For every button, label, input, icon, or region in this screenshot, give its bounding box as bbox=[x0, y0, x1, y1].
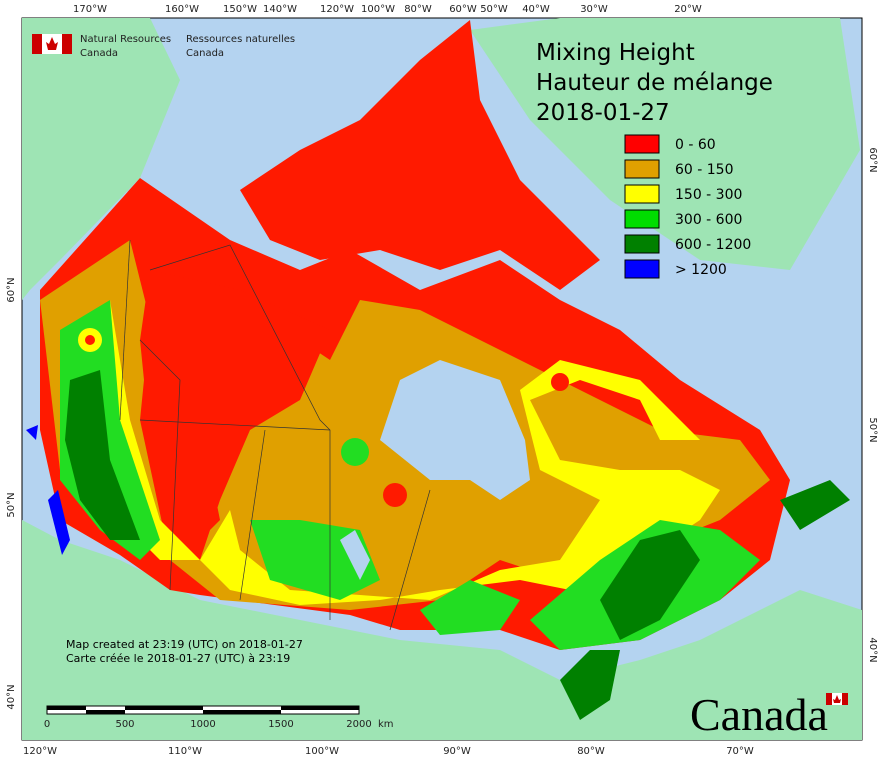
lon-label: 170°W bbox=[73, 4, 107, 15]
flag-logo bbox=[32, 34, 72, 54]
lat-label: 60°N bbox=[6, 277, 17, 302]
boundary bbox=[119, 239, 131, 421]
scale-label: 500 bbox=[115, 719, 134, 730]
zone-blue bbox=[26, 425, 38, 440]
lon-label: 80°W bbox=[577, 746, 605, 757]
lon-label: 40°W bbox=[522, 4, 550, 15]
land-alaska bbox=[22, 18, 180, 300]
legend-swatch bbox=[624, 259, 660, 279]
map-note: Map created at 23:19 (UTC) on 2018-01-27 bbox=[66, 638, 303, 651]
legend-swatch bbox=[624, 209, 660, 229]
land-us bbox=[22, 520, 862, 740]
scale-bar bbox=[46, 705, 360, 715]
canada-zone-darkgreen-2 bbox=[600, 530, 700, 640]
canada-zone-green-4 bbox=[420, 580, 520, 635]
lon-label: 160°W bbox=[165, 4, 199, 15]
lon-label: 150°W bbox=[223, 4, 257, 15]
lon-label: 60°W bbox=[449, 4, 477, 15]
map-title: Hauteur de mélange bbox=[536, 70, 773, 96]
lon-label: 100°W bbox=[361, 4, 395, 15]
zone-spot bbox=[341, 438, 369, 466]
scale-unit: km bbox=[378, 719, 394, 730]
legend-swatch bbox=[624, 184, 660, 204]
lon-label: 80°W bbox=[404, 4, 432, 15]
canada-zone-red-inner bbox=[140, 270, 330, 560]
lon-label: 50°W bbox=[480, 4, 508, 15]
flag-wordmark bbox=[826, 693, 848, 705]
boundary bbox=[149, 244, 331, 620]
zone-spot bbox=[383, 483, 407, 507]
lon-label: 20°W bbox=[674, 4, 702, 15]
logo-text: Ressources naturelles bbox=[186, 34, 295, 45]
lat-label: 60°N bbox=[867, 147, 878, 172]
lon-label: 140°W bbox=[263, 4, 297, 15]
legend-label: 300 - 600 bbox=[675, 212, 742, 228]
lat-label: 40°N bbox=[6, 684, 17, 709]
lon-label: 30°W bbox=[580, 4, 608, 15]
canada-islands bbox=[240, 20, 600, 290]
canada-zone-darkgreen-3 bbox=[560, 650, 620, 720]
lat-label: 50°N bbox=[6, 492, 17, 517]
boundary bbox=[239, 429, 266, 601]
boundary bbox=[389, 489, 431, 631]
legend-label: > 1200 bbox=[675, 262, 727, 278]
zone-blue bbox=[48, 490, 70, 555]
canada-zone-darkgreen-4 bbox=[780, 480, 850, 530]
lon-label: 100°W bbox=[305, 746, 339, 757]
zone-spot bbox=[85, 335, 95, 345]
legend-swatch bbox=[624, 134, 660, 154]
scale-label: 1500 bbox=[268, 719, 293, 730]
lon-label: 70°W bbox=[726, 746, 754, 757]
scale-label: 2000 bbox=[346, 719, 371, 730]
legend-label: 60 - 150 bbox=[675, 162, 734, 178]
logo-text: Canada bbox=[186, 48, 224, 59]
zone-spot bbox=[551, 373, 569, 391]
map-note: Carte créée le 2018-01-27 (UTC) à 23:19 bbox=[66, 652, 290, 665]
hudson-bay bbox=[380, 360, 530, 500]
lake bbox=[340, 530, 370, 580]
scale-label: 0 bbox=[44, 719, 50, 730]
map-title: 2018-01-27 bbox=[536, 100, 670, 126]
wordmark: Canada bbox=[690, 689, 828, 740]
lat-label: 50°N bbox=[867, 417, 878, 442]
canada-zone-darkgreen bbox=[65, 370, 140, 540]
legend-label: 600 - 1200 bbox=[675, 237, 751, 253]
legend-label: 150 - 300 bbox=[675, 187, 742, 203]
lon-label: 90°W bbox=[443, 746, 471, 757]
lon-label: 120°W bbox=[23, 746, 57, 757]
land-greenland bbox=[470, 18, 860, 270]
legend-swatch bbox=[624, 159, 660, 179]
legend-swatch bbox=[624, 234, 660, 254]
map-title: Mixing Height bbox=[536, 40, 695, 66]
lat-label: 40°N bbox=[867, 637, 878, 662]
logo-text: Canada bbox=[80, 48, 118, 59]
boundary bbox=[139, 419, 331, 431]
legend-label: 0 - 60 bbox=[675, 137, 716, 153]
logo-text: Natural Resources bbox=[80, 34, 171, 45]
boundary bbox=[139, 339, 181, 591]
lon-label: 110°W bbox=[168, 746, 202, 757]
lon-label: 120°W bbox=[320, 4, 354, 15]
scale-label: 1000 bbox=[190, 719, 215, 730]
